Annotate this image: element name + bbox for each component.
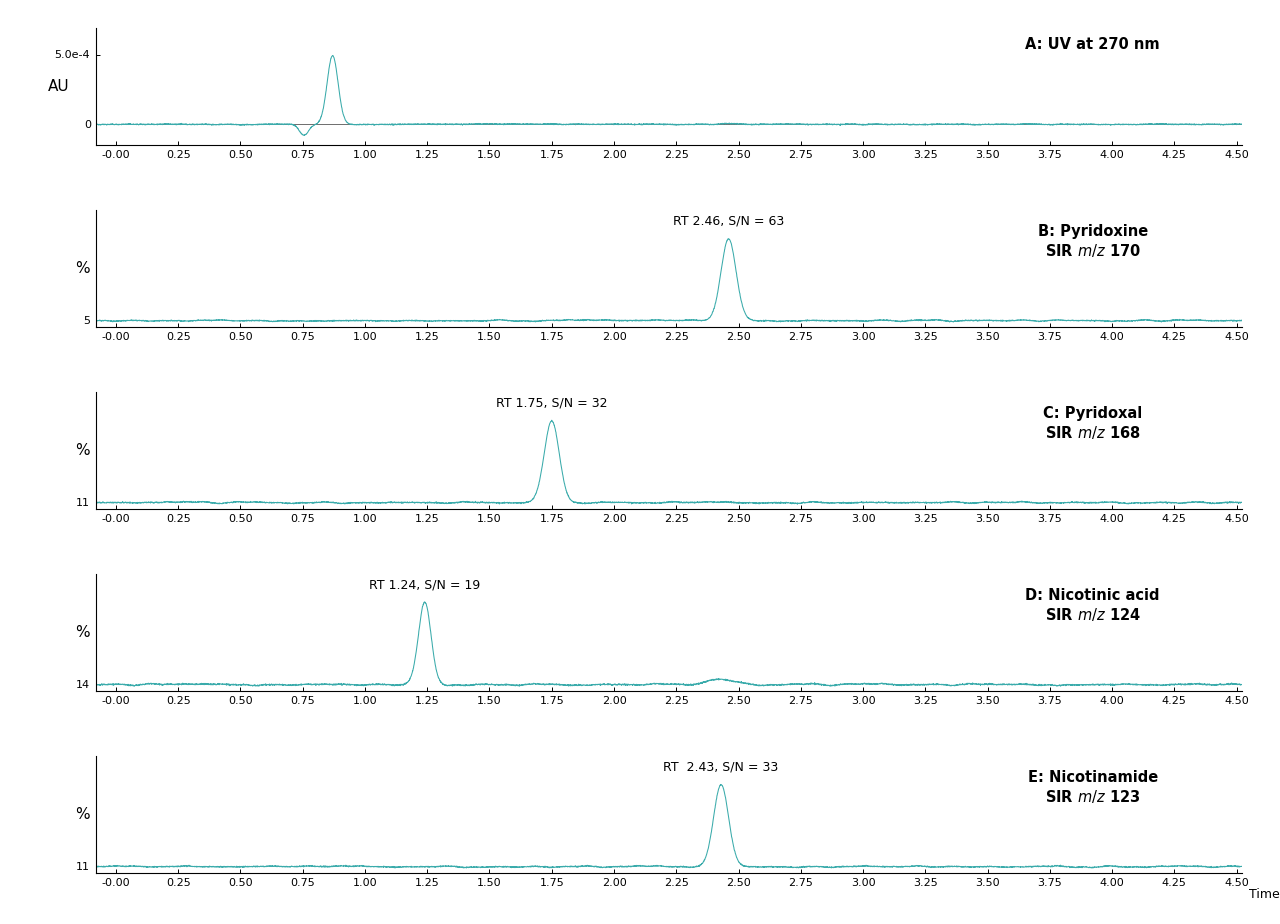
Text: 5: 5 bbox=[83, 316, 91, 325]
Y-axis label: %: % bbox=[74, 625, 90, 640]
Text: RT 1.75, S/N = 32: RT 1.75, S/N = 32 bbox=[495, 396, 608, 410]
Text: RT 2.46, S/N = 63: RT 2.46, S/N = 63 bbox=[673, 214, 785, 228]
Y-axis label: %: % bbox=[74, 807, 90, 822]
Y-axis label: %: % bbox=[74, 443, 90, 458]
Y-axis label: %: % bbox=[74, 261, 90, 276]
Text: 5.0e-4: 5.0e-4 bbox=[55, 50, 91, 60]
Text: C: Pyridoxal
SIR $m/z$ 168: C: Pyridoxal SIR $m/z$ 168 bbox=[1043, 406, 1142, 441]
Text: RT 1.24, S/N = 19: RT 1.24, S/N = 19 bbox=[369, 578, 480, 591]
Text: 11: 11 bbox=[77, 861, 91, 871]
Y-axis label: AU: AU bbox=[49, 79, 70, 94]
Text: A: UV at 270 nm: A: UV at 270 nm bbox=[1025, 37, 1160, 52]
Text: 11: 11 bbox=[77, 498, 91, 507]
Text: 14: 14 bbox=[76, 680, 91, 689]
Text: Time: Time bbox=[1249, 889, 1280, 902]
Text: RT  2.43, S/N = 33: RT 2.43, S/N = 33 bbox=[663, 760, 778, 773]
Text: B: Pyridoxine
SIR $m/z$ 170: B: Pyridoxine SIR $m/z$ 170 bbox=[1038, 224, 1148, 259]
Text: E: Nicotinamide
SIR $m/z$ 123: E: Nicotinamide SIR $m/z$ 123 bbox=[1028, 770, 1158, 805]
Text: D: Nicotinic acid
SIR $m/z$ 124: D: Nicotinic acid SIR $m/z$ 124 bbox=[1025, 588, 1160, 623]
